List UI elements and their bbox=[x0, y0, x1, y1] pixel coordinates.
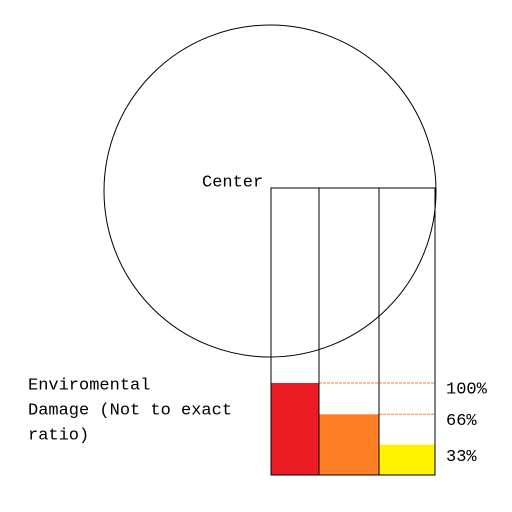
bar bbox=[319, 414, 379, 475]
note-line: Damage (Not to exact bbox=[28, 401, 232, 420]
frame bbox=[270, 187, 436, 476]
bar bbox=[379, 444, 435, 475]
note-line: Enviromental bbox=[28, 376, 150, 395]
value-label: 66% bbox=[446, 412, 477, 431]
value-label: 100% bbox=[446, 380, 488, 399]
bar bbox=[271, 383, 319, 475]
note-line: ratio) bbox=[28, 426, 89, 445]
value-label: 33% bbox=[446, 448, 477, 467]
frame-box bbox=[270, 187, 436, 476]
center-label: Center bbox=[202, 173, 263, 192]
center-circle bbox=[103, 24, 437, 358]
bars bbox=[271, 382, 435, 475]
